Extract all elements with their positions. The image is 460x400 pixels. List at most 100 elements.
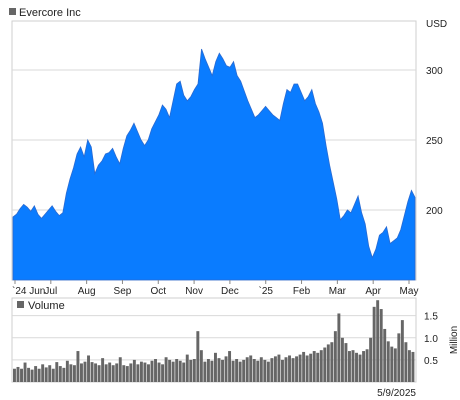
price-y-tick-label: 250 <box>426 136 443 147</box>
x-axis-label: Dec <box>221 286 239 297</box>
x-tick-marks <box>14 280 410 284</box>
volume-bar <box>365 349 369 382</box>
volume-bar <box>397 333 401 382</box>
volume-bar <box>323 347 327 382</box>
volume-unit-label: Million <box>449 326 460 354</box>
volume-y-tick-labels: 0.5 1.0 1.5 <box>424 312 438 367</box>
price-y-tick-label: 300 <box>426 66 443 77</box>
volume-bar <box>238 361 242 382</box>
x-axis-label: Aug <box>78 286 96 297</box>
volume-bar <box>69 364 73 382</box>
volume-panel: Volume 0.5 1.0 1.5 Million 5/9/2025 <box>11 297 460 399</box>
volume-bar <box>30 369 34 382</box>
x-axis-label: May <box>400 286 419 297</box>
volume-bar <box>203 361 207 382</box>
volume-bar <box>393 348 397 382</box>
volume-bar <box>266 361 270 382</box>
x-axis-label: `25 <box>259 285 274 297</box>
volume-bar <box>171 361 175 382</box>
volume-bar <box>199 350 203 382</box>
volume-bar <box>376 300 380 382</box>
volume-bar <box>316 352 320 382</box>
volume-bar <box>319 350 323 382</box>
volume-bar <box>196 331 200 382</box>
volume-bar <box>161 364 165 382</box>
volume-bar <box>97 365 101 382</box>
volume-bar <box>80 363 83 382</box>
volume-bar <box>344 343 348 382</box>
volume-bar <box>76 351 80 382</box>
volume-bar <box>281 359 284 382</box>
volume-bar <box>185 354 189 382</box>
volume-bar <box>372 306 376 382</box>
x-axis-label: Oct <box>150 286 166 297</box>
volume-bar <box>65 360 69 382</box>
volume-bar <box>34 366 38 382</box>
x-axis-label: Nov <box>185 286 203 297</box>
volume-bar <box>20 368 23 382</box>
volume-bar <box>154 359 157 382</box>
volume-bar <box>143 362 147 382</box>
volume-legend: Volume <box>28 300 65 312</box>
volume-bar <box>340 337 344 382</box>
price-legend: Evercore Inc <box>19 7 81 19</box>
volume-bar <box>288 355 291 382</box>
volume-bar <box>231 360 235 382</box>
volume-bar <box>115 363 119 382</box>
volume-bar <box>221 359 224 382</box>
volume-bar <box>48 365 52 382</box>
volume-bar <box>249 355 253 382</box>
volume-bar <box>136 364 140 382</box>
volume-bar <box>58 366 62 382</box>
x-axis-label: `24 Jun <box>12 285 45 297</box>
volume-bar <box>348 351 351 382</box>
volume-bar <box>104 364 108 382</box>
volume-bar <box>132 359 136 382</box>
volume-bar <box>182 362 186 382</box>
volume-bar <box>358 354 362 382</box>
volume-bar <box>383 328 387 382</box>
price-area <box>12 48 416 281</box>
volume-bar <box>390 346 394 382</box>
volume-bar <box>192 359 196 382</box>
volume-bar <box>277 354 281 382</box>
volume-bar <box>305 355 309 382</box>
volume-bar <box>379 309 383 382</box>
volume-bar <box>55 362 59 382</box>
volume-y-tick-label: 1.5 <box>424 312 438 323</box>
volume-bar <box>129 363 133 382</box>
volume-bar <box>298 354 302 382</box>
volume-bar <box>62 367 66 382</box>
volume-bar <box>295 356 299 382</box>
volume-y-tick-label: 1.0 <box>424 334 438 345</box>
volume-bar <box>164 357 168 382</box>
volume-bar <box>291 358 295 382</box>
volume-legend-swatch <box>17 301 24 308</box>
volume-bar <box>178 360 182 382</box>
volume-bar <box>51 368 55 382</box>
x-axis-labels: `24 Jun Jul Aug Sep Oct Nov Dec `25 Feb Mar Apr May <box>12 285 418 297</box>
volume-bar <box>150 360 154 382</box>
volume-bar <box>175 359 179 382</box>
volume-bar <box>404 342 408 382</box>
volume-bar <box>252 359 256 382</box>
x-axis-label: Apr <box>365 286 381 297</box>
volume-bar <box>242 359 246 382</box>
volume-bar <box>217 358 221 382</box>
volume-bar <box>13 368 16 382</box>
volume-bar <box>118 357 122 382</box>
date-label: 5/9/2025 <box>377 388 416 399</box>
volume-bar <box>72 365 76 382</box>
volume-bar <box>362 351 366 382</box>
volume-bar <box>355 352 358 382</box>
volume-bar <box>228 351 232 382</box>
volume-bar <box>330 342 334 382</box>
volume-bar <box>337 313 341 382</box>
volume-bar <box>168 359 172 382</box>
volume-bar <box>206 359 210 382</box>
volume-bars <box>13 300 415 382</box>
price-legend-swatch <box>9 8 16 15</box>
volume-bar <box>27 367 31 382</box>
volume-bar <box>245 357 249 382</box>
volume-bar <box>224 356 228 382</box>
